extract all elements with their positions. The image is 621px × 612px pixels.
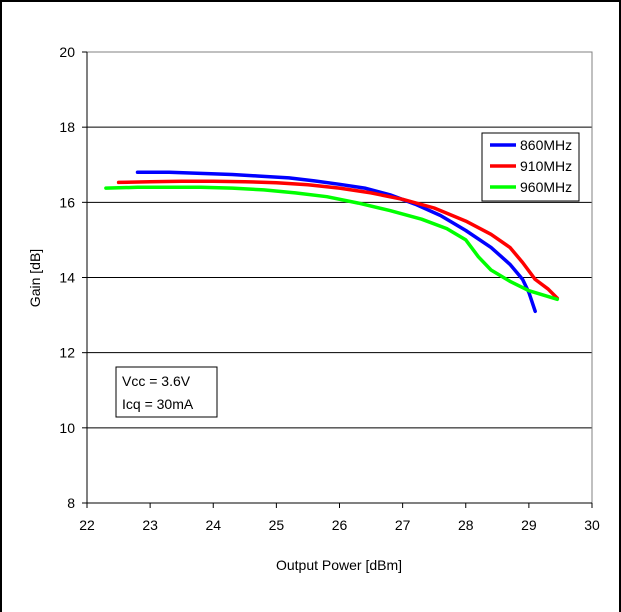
series-line-910mhz — [116, 179, 560, 300]
annotation-frame — [115, 366, 218, 418]
legend-label-860mhz: 860MHz — [520, 137, 572, 153]
y-gridlines — [87, 126, 592, 429]
y-tick-label: 12 — [59, 345, 75, 361]
x-tick-label: 22 — [79, 517, 95, 533]
annotation-icq: Icq = 30mA — [122, 396, 194, 412]
y-tick-label: 20 — [59, 44, 75, 60]
y-tick-label: 8 — [67, 495, 75, 511]
series-lines — [104, 170, 560, 314]
y-tick-label: 10 — [59, 420, 75, 436]
y-tick-label: 14 — [59, 270, 75, 286]
annotation-box: Vcc = 3.6V Icq = 30mA — [115, 366, 218, 418]
y-tick-labels: 8 10 12 14 16 18 20 — [59, 44, 75, 511]
x-tick-labels: 22 23 24 25 26 27 28 29 30 — [79, 517, 600, 533]
y-tick-label: 16 — [59, 194, 75, 210]
x-tick-label: 24 — [205, 517, 221, 533]
x-axis-label: Output Power [dBm] — [276, 557, 402, 573]
legend-label-910mhz: 910MHz — [520, 158, 572, 174]
x-tick-label: 27 — [395, 517, 411, 533]
x-tick-label: 25 — [269, 517, 285, 533]
x-tick-label: 29 — [521, 517, 537, 533]
series-line-860mhz — [135, 170, 537, 314]
axes — [82, 51, 593, 508]
y-axis-label: Gain [dB] — [27, 249, 43, 307]
x-tick-label: 26 — [332, 517, 348, 533]
y-tick-label: 18 — [59, 119, 75, 135]
x-tick-label: 23 — [142, 517, 158, 533]
x-tick-label: 30 — [584, 517, 600, 533]
x-tick-label: 28 — [458, 517, 474, 533]
legend-label-960mhz: 960MHz — [520, 179, 572, 195]
annotation-vcc: Vcc = 3.6V — [122, 373, 191, 389]
series-line-960mhz — [104, 185, 560, 302]
legend: 860MHz 910MHz 960MHz — [481, 132, 580, 202]
